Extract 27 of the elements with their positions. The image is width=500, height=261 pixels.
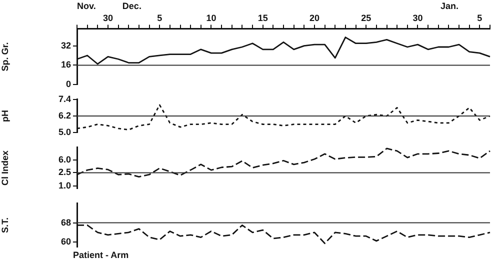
x-tick-label: 30: [102, 12, 113, 23]
x-tick-label: 30: [412, 12, 423, 23]
y-tick-label: 68: [60, 217, 71, 228]
y-tick-label: 1.0: [58, 180, 71, 191]
y-axis-title: pH: [0, 110, 10, 122]
x-tick-label: 20: [309, 12, 320, 23]
y-tick-label: 32: [60, 40, 71, 50]
y-axis-title: Sp. Gr.: [0, 42, 10, 72]
y-tick-label: 2.5: [58, 167, 71, 178]
y-tick-label: 7.4: [58, 94, 71, 104]
text: Dec.: [122, 1, 142, 11]
x-tick-label: 15: [258, 12, 268, 23]
y-tick-label: 60: [60, 236, 71, 247]
text: Nov.: [77, 1, 96, 11]
y-tick-label: 6.2: [58, 110, 71, 120]
text: Jan.: [440, 1, 458, 11]
x-tick-label: 10: [206, 12, 216, 23]
y-tick-label: 6.0: [58, 154, 71, 164]
y-tick-label: 5.0: [58, 127, 71, 138]
y-tick-label: 0: [66, 79, 71, 90]
y-tick-label: 16: [60, 60, 71, 70]
text: Patient - Arm: [73, 250, 129, 260]
y-axis-title: Cl Index: [0, 150, 10, 186]
x-tick-label: 5: [477, 12, 482, 23]
y-axis-title: S.T.: [0, 217, 10, 233]
x-tick-label: 25: [361, 12, 372, 23]
x-tick-label: 5: [157, 12, 162, 23]
